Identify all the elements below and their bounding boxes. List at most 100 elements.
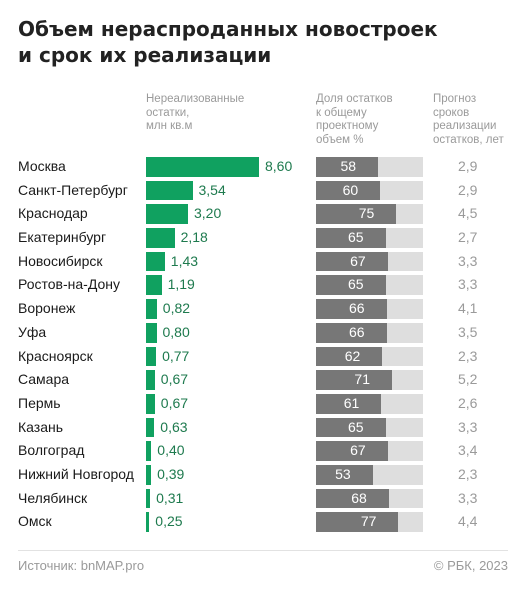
share-value: 71	[354, 371, 370, 388]
city-label: Воронеж	[18, 300, 76, 317]
remaining-bar	[146, 251, 165, 272]
table-row: Самара 0,67 71 5,2	[0, 368, 526, 392]
remaining-value: 0,67	[160, 371, 189, 388]
share-value: 66	[349, 300, 365, 317]
city-label: Волгоград	[18, 442, 85, 459]
city-label: Екатеринбург	[18, 229, 107, 246]
city-label: Самара	[18, 371, 70, 388]
remaining-bar	[146, 512, 150, 532]
remaining-bar	[146, 464, 152, 485]
forecast-value: 3,3	[458, 276, 478, 293]
remaining-bar	[146, 228, 175, 248]
share-value: 66	[349, 323, 365, 340]
city-label: Красноярск	[18, 347, 93, 364]
remaining-value: 0,39	[157, 465, 185, 482]
city-label: Челябинск	[18, 489, 88, 506]
table-row: Краснодар 3,20 75 4,5	[0, 202, 526, 226]
remaining-bar	[146, 441, 152, 461]
forecast-value: 3,3	[458, 252, 478, 269]
share-value: 67	[350, 252, 366, 269]
table-row: Нижний Новгород 0,39 53 2,3	[0, 463, 526, 487]
footer-divider	[18, 550, 508, 551]
remaining-bar	[146, 417, 155, 438]
share-value: 68	[351, 489, 367, 506]
city-label: Нижний Новгород	[18, 465, 134, 482]
share-bar	[316, 464, 373, 485]
share-bar	[316, 370, 392, 390]
city-label: Уфа	[18, 323, 47, 340]
city-label: Москва	[18, 158, 66, 174]
copyright: © РБК, 2023	[433, 558, 508, 573]
forecast-value: 2,9	[458, 181, 478, 198]
share-value: 67	[350, 442, 366, 459]
remaining-bar	[146, 370, 155, 390]
remaining-value: 8,60	[265, 158, 293, 174]
city-label: Санкт-Петербург	[18, 181, 128, 198]
remaining-bar	[146, 204, 188, 225]
remaining-bar	[146, 157, 259, 177]
share-value: 61	[343, 394, 360, 411]
city-label: Омск	[18, 513, 52, 530]
remaining-value: 0,63	[160, 418, 188, 435]
forecast-value: 2,3	[458, 465, 478, 482]
remaining-bar	[146, 393, 155, 414]
table-row: Уфа 0,80 66 3,5	[0, 321, 526, 345]
share-bar	[316, 157, 379, 177]
forecast-value: 2,6	[458, 394, 478, 411]
city-label: Краснодар	[18, 205, 88, 222]
forecast-value: 4,4	[458, 513, 478, 530]
share-value: 62	[344, 347, 361, 364]
column-header-forecast: Прогноз сроков реализации остатков, лет	[433, 93, 504, 146]
remaining-value: 3,20	[194, 205, 222, 222]
share-bar	[316, 204, 397, 225]
forecast-value: 3,4	[458, 442, 478, 459]
forecast-value: 3,3	[458, 489, 478, 506]
forecast-value: 4,5	[458, 205, 478, 222]
share-bar	[316, 417, 386, 438]
forecast-value: 2,3	[458, 347, 478, 364]
forecast-value: 2,9	[458, 158, 478, 174]
remaining-bar	[146, 488, 151, 509]
source-note: Источник: bnMAP.pro	[18, 558, 145, 573]
share-value: 65	[348, 276, 364, 293]
share-value: 65	[348, 418, 364, 435]
remaining-value: 0,67	[160, 394, 189, 411]
share-value: 65	[348, 229, 364, 246]
remaining-bar	[146, 346, 157, 367]
table-row: Красноярск 0,77 62 2,3	[0, 345, 526, 369]
forecast-value: 4,1	[458, 300, 478, 317]
city-label: Казань	[18, 418, 64, 435]
column-header-remaining: Нереализованные остатки, млн кв.м	[146, 93, 245, 132]
share-value: 75	[358, 205, 375, 222]
remaining-value: 0,82	[162, 300, 191, 317]
forecast-value: 2,7	[458, 229, 478, 246]
city-label: Пермь	[18, 394, 61, 411]
share-bar	[316, 251, 388, 272]
column-header-share: Доля остатков к общему проектному объем …	[316, 93, 393, 146]
share-value: 58	[340, 158, 357, 174]
share-value: 60	[342, 181, 359, 198]
forecast-value: 3,3	[458, 418, 478, 435]
table-row: Казань 0,63 65 3,3	[0, 416, 526, 440]
remaining-bar	[146, 322, 157, 343]
share-bar	[316, 346, 383, 367]
table-row: Новосибирск 1,43 67 3,3	[0, 250, 526, 274]
table-row: Челябинск 0,31 68 3,3	[0, 487, 526, 511]
chart-title: Объем нераспроданных новостроек и срок и…	[18, 17, 438, 67]
share-bar	[316, 275, 386, 296]
table-row: Воронеж 0,82 66 4,1	[0, 297, 526, 321]
remaining-value: 0,80	[162, 323, 190, 340]
chart-rows: Москва 8,60 58 2,9 Санкт-Петербург 3,54 60 2,9 К…	[0, 155, 526, 534]
remaining-value: 2,18	[180, 229, 208, 246]
remaining-value: 1,43	[170, 252, 199, 269]
remaining-value: 1,19	[167, 276, 195, 293]
table-row: Санкт-Петербург 3,54 60 2,9	[0, 179, 526, 203]
remaining-bar	[146, 299, 157, 319]
share-bar	[316, 322, 387, 343]
remaining-value: 0,40	[157, 442, 185, 459]
forecast-value: 3,5	[458, 323, 478, 340]
city-label: Ростов-на-Дону	[18, 276, 120, 293]
share-bar	[316, 228, 386, 248]
remaining-value: 3,54	[198, 181, 226, 198]
table-row: Волгоград 0,40 67 3,4	[0, 439, 526, 463]
